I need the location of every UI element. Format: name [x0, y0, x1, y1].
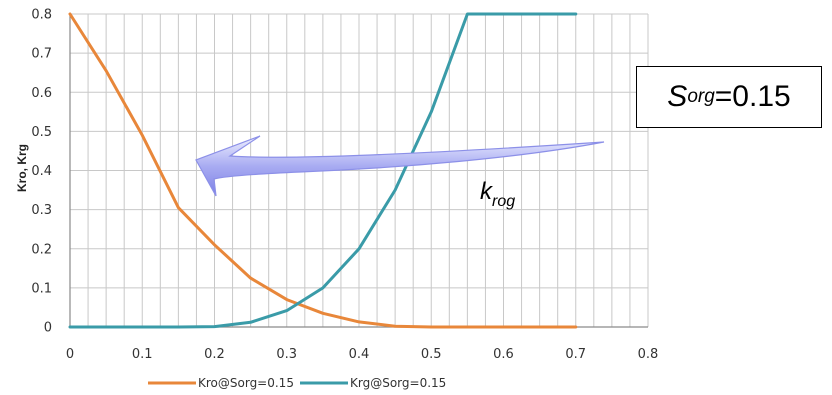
- x-tick-label: 0.3: [276, 347, 297, 362]
- x-tick-label: 0.7: [565, 347, 586, 362]
- y-tick-label: 0: [44, 321, 52, 336]
- y-axis-label: Kro, Krg: [15, 144, 29, 192]
- x-tick-label: 0: [66, 347, 74, 362]
- y-tick-label: 0.6: [31, 86, 52, 101]
- y-tick-label: 0.3: [31, 203, 52, 218]
- x-tick-label: 0.1: [132, 347, 153, 362]
- krog-subscript: rog: [492, 193, 516, 210]
- y-tick-label: 0.4: [31, 164, 52, 179]
- y-tick-label: 0.8: [31, 8, 52, 23]
- y-tick-label: 0.1: [31, 281, 52, 296]
- sorg-value: =0.15: [714, 80, 791, 113]
- series-line-krg: [68, 12, 578, 329]
- series-line-kro: [68, 12, 578, 329]
- x-tick-label: 0.8: [638, 347, 659, 362]
- legend-label: Kro@Sorg=0.15: [198, 376, 294, 390]
- krog-annotation: krog: [480, 178, 515, 211]
- x-tick-label: 0.6: [493, 347, 514, 362]
- y-tick-label: 0.7: [31, 47, 52, 62]
- legend-label: Krg@Sorg=0.15: [350, 376, 446, 390]
- y-tick-label: 0.2: [31, 242, 52, 257]
- x-tick-label: 0.4: [349, 347, 370, 362]
- krog-symbol: k: [480, 178, 492, 205]
- legend: Kro@Sorg=0.15 Krg@Sorg=0.15: [148, 376, 446, 390]
- grid-lines: [69, 13, 649, 328]
- sorg-symbol: S: [667, 80, 688, 113]
- sorg-subscript: org: [687, 86, 715, 107]
- y-tick-label: 0.5: [31, 125, 52, 140]
- curved-arrow-icon: [195, 135, 605, 197]
- series-lines: [68, 12, 578, 329]
- x-tick-label: 0.5: [421, 347, 442, 362]
- tick-labels: 0 0.1 0.2 0.3 0.4 0.5 0.6 0.7 0.8 0 0.1 0.2 0.3 0.4 0.…: [31, 8, 658, 363]
- x-tick-label: 0.2: [204, 347, 225, 362]
